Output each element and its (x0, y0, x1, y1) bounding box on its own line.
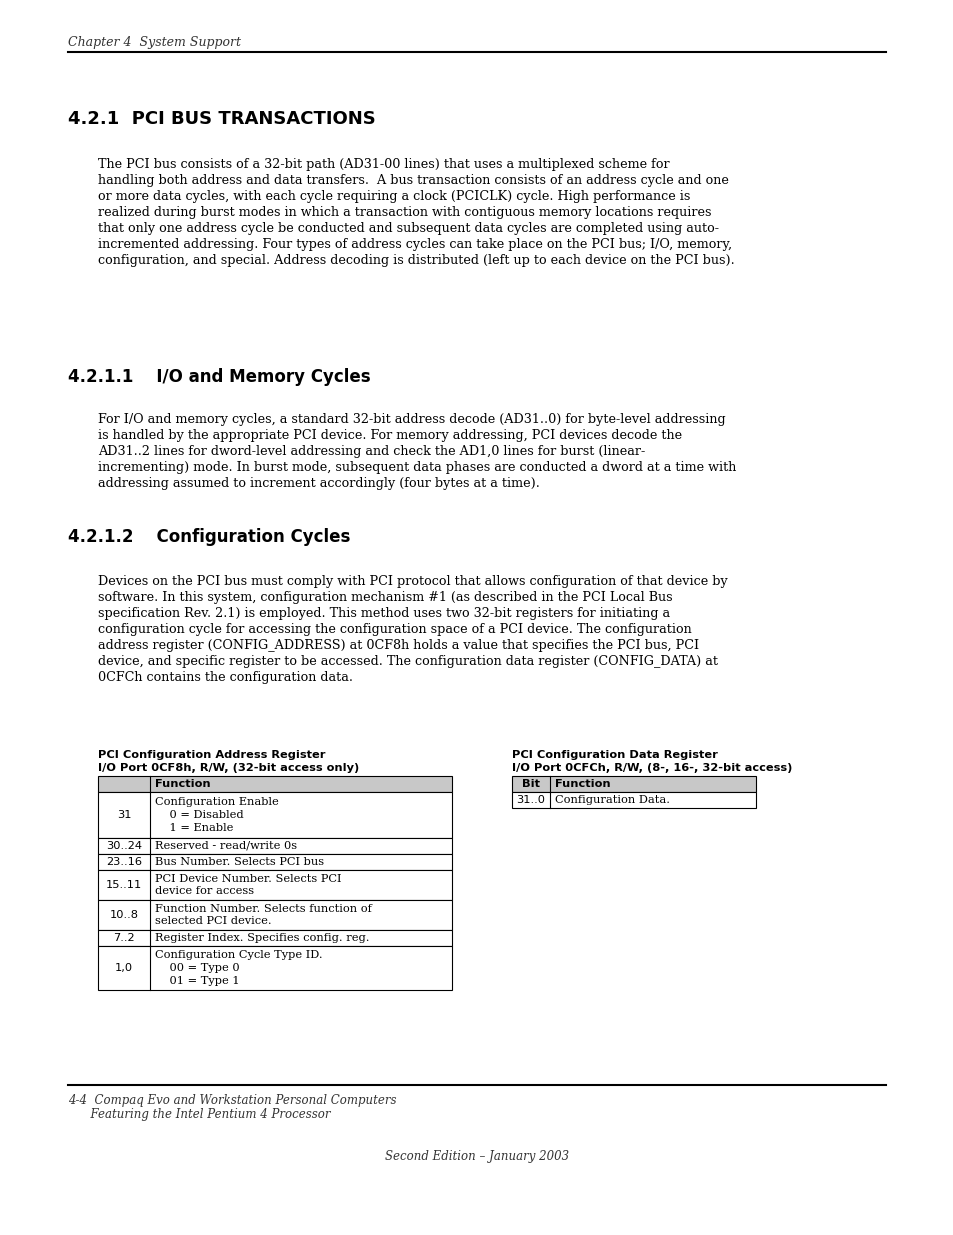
Text: device, and specific register to be accessed. The configuration data register (C: device, and specific register to be acce… (98, 655, 718, 668)
Text: software. In this system, configuration mechanism #1 (as described in the PCI Lo: software. In this system, configuration … (98, 592, 672, 604)
Text: 4.2.1.2    Configuration Cycles: 4.2.1.2 Configuration Cycles (68, 529, 350, 546)
Text: I/O Port 0CFCh, R/W, (8-, 16-, 32-bit access): I/O Port 0CFCh, R/W, (8-, 16-, 32-bit ac… (512, 763, 792, 773)
Text: or more data cycles, with each cycle requiring a clock (PCICLK) cycle. High perf: or more data cycles, with each cycle req… (98, 190, 690, 203)
Text: PCI Configuration Address Register: PCI Configuration Address Register (98, 750, 325, 760)
Text: Function Number. Selects function of: Function Number. Selects function of (154, 904, 372, 914)
Text: that only one address cycle be conducted and subsequent data cycles are complete: that only one address cycle be conducted… (98, 222, 719, 235)
Text: handling both address and data transfers.  A bus transaction consists of an addr: handling both address and data transfers… (98, 174, 728, 186)
Text: 0 = Disabled: 0 = Disabled (154, 810, 243, 820)
Bar (98, 930, 452, 946)
Text: Register Index. Specifies config. reg.: Register Index. Specifies config. reg. (154, 932, 369, 944)
Bar (98, 839, 452, 853)
Text: AD31..2 lines for dword-level addressing and check the AD1,0 lines for burst (li: AD31..2 lines for dword-level addressing… (98, 445, 644, 458)
Text: Second Edition – January 2003: Second Edition – January 2003 (384, 1150, 569, 1163)
Text: Configuration Enable: Configuration Enable (154, 797, 278, 806)
Text: address register (CONFIG_ADDRESS) at 0CF8h holds a value that specifies the PCI : address register (CONFIG_ADDRESS) at 0CF… (98, 638, 699, 652)
Text: 4-4  Compaq Evo and Workstation Personal Computers: 4-4 Compaq Evo and Workstation Personal … (68, 1094, 396, 1107)
Text: realized during burst modes in which a transaction with contiguous memory locati: realized during burst modes in which a t… (98, 206, 711, 219)
Text: is handled by the appropriate PCI device. For memory addressing, PCI devices dec: is handled by the appropriate PCI device… (98, 429, 681, 442)
Text: Devices on the PCI bus must comply with PCI protocol that allows configuration o: Devices on the PCI bus must comply with … (98, 576, 727, 588)
Text: Function: Function (555, 779, 610, 789)
Text: For I/O and memory cycles, a standard 32-bit address decode (AD31..0) for byte-l: For I/O and memory cycles, a standard 32… (98, 412, 725, 426)
Text: 00 = Type 0: 00 = Type 0 (154, 963, 239, 973)
Bar (98, 900, 452, 930)
Text: selected PCI device.: selected PCI device. (154, 916, 272, 926)
Text: 1,0: 1,0 (114, 963, 132, 973)
Text: device for access: device for access (154, 887, 253, 897)
Bar (98, 776, 452, 792)
Text: addressing assumed to increment accordingly (four bytes at a time).: addressing assumed to increment accordin… (98, 477, 539, 490)
Bar (98, 946, 452, 990)
Text: PCI Device Number. Selects PCI: PCI Device Number. Selects PCI (154, 873, 341, 883)
Text: The PCI bus consists of a 32-bit path (AD31-00 lines) that uses a multiplexed sc: The PCI bus consists of a 32-bit path (A… (98, 158, 669, 170)
Text: Bus Number. Selects PCI bus: Bus Number. Selects PCI bus (154, 857, 324, 867)
Text: 4.2.1  PCI BUS TRANSACTIONS: 4.2.1 PCI BUS TRANSACTIONS (68, 110, 375, 128)
Text: 01 = Type 1: 01 = Type 1 (154, 976, 239, 986)
Text: I/O Port 0CF8h, R/W, (32-bit access only): I/O Port 0CF8h, R/W, (32-bit access only… (98, 763, 359, 773)
Bar (98, 869, 452, 900)
Text: 31..0: 31..0 (516, 795, 545, 805)
Text: 23..16: 23..16 (106, 857, 142, 867)
Text: incremented addressing. Four types of address cycles can take place on the PCI b: incremented addressing. Four types of ad… (98, 238, 731, 251)
Text: configuration, and special. Address decoding is distributed (left up to each dev: configuration, and special. Address deco… (98, 254, 734, 267)
Text: Chapter 4  System Support: Chapter 4 System Support (68, 36, 241, 49)
Bar (512, 792, 755, 808)
Text: Featuring the Intel Pentium 4 Processor: Featuring the Intel Pentium 4 Processor (68, 1108, 330, 1121)
Text: 30..24: 30..24 (106, 841, 142, 851)
Text: Configuration Cycle Type ID.: Configuration Cycle Type ID. (154, 950, 322, 960)
Text: 31: 31 (116, 810, 132, 820)
Text: 0CFCh contains the configuration data.: 0CFCh contains the configuration data. (98, 671, 353, 684)
Text: 1 = Enable: 1 = Enable (154, 823, 233, 832)
Bar (512, 776, 755, 792)
Text: PCI Configuration Data Register: PCI Configuration Data Register (512, 750, 717, 760)
Text: 7..2: 7..2 (113, 932, 134, 944)
Text: Function: Function (154, 779, 211, 789)
Text: specification Rev. 2.1) is employed. This method uses two 32-bit registers for i: specification Rev. 2.1) is employed. Thi… (98, 606, 669, 620)
Text: Configuration Data.: Configuration Data. (555, 795, 669, 805)
Text: incrementing) mode. In burst mode, subsequent data phases are conducted a dword : incrementing) mode. In burst mode, subse… (98, 461, 736, 474)
Bar (98, 792, 452, 839)
Text: 10..8: 10..8 (110, 910, 138, 920)
Text: 4.2.1.1    I/O and Memory Cycles: 4.2.1.1 I/O and Memory Cycles (68, 368, 370, 387)
Text: Reserved - read/write 0s: Reserved - read/write 0s (154, 841, 296, 851)
Bar (98, 853, 452, 869)
Text: configuration cycle for accessing the configuration space of a PCI device. The c: configuration cycle for accessing the co… (98, 622, 691, 636)
Text: 15..11: 15..11 (106, 881, 142, 890)
Text: Bit: Bit (521, 779, 539, 789)
